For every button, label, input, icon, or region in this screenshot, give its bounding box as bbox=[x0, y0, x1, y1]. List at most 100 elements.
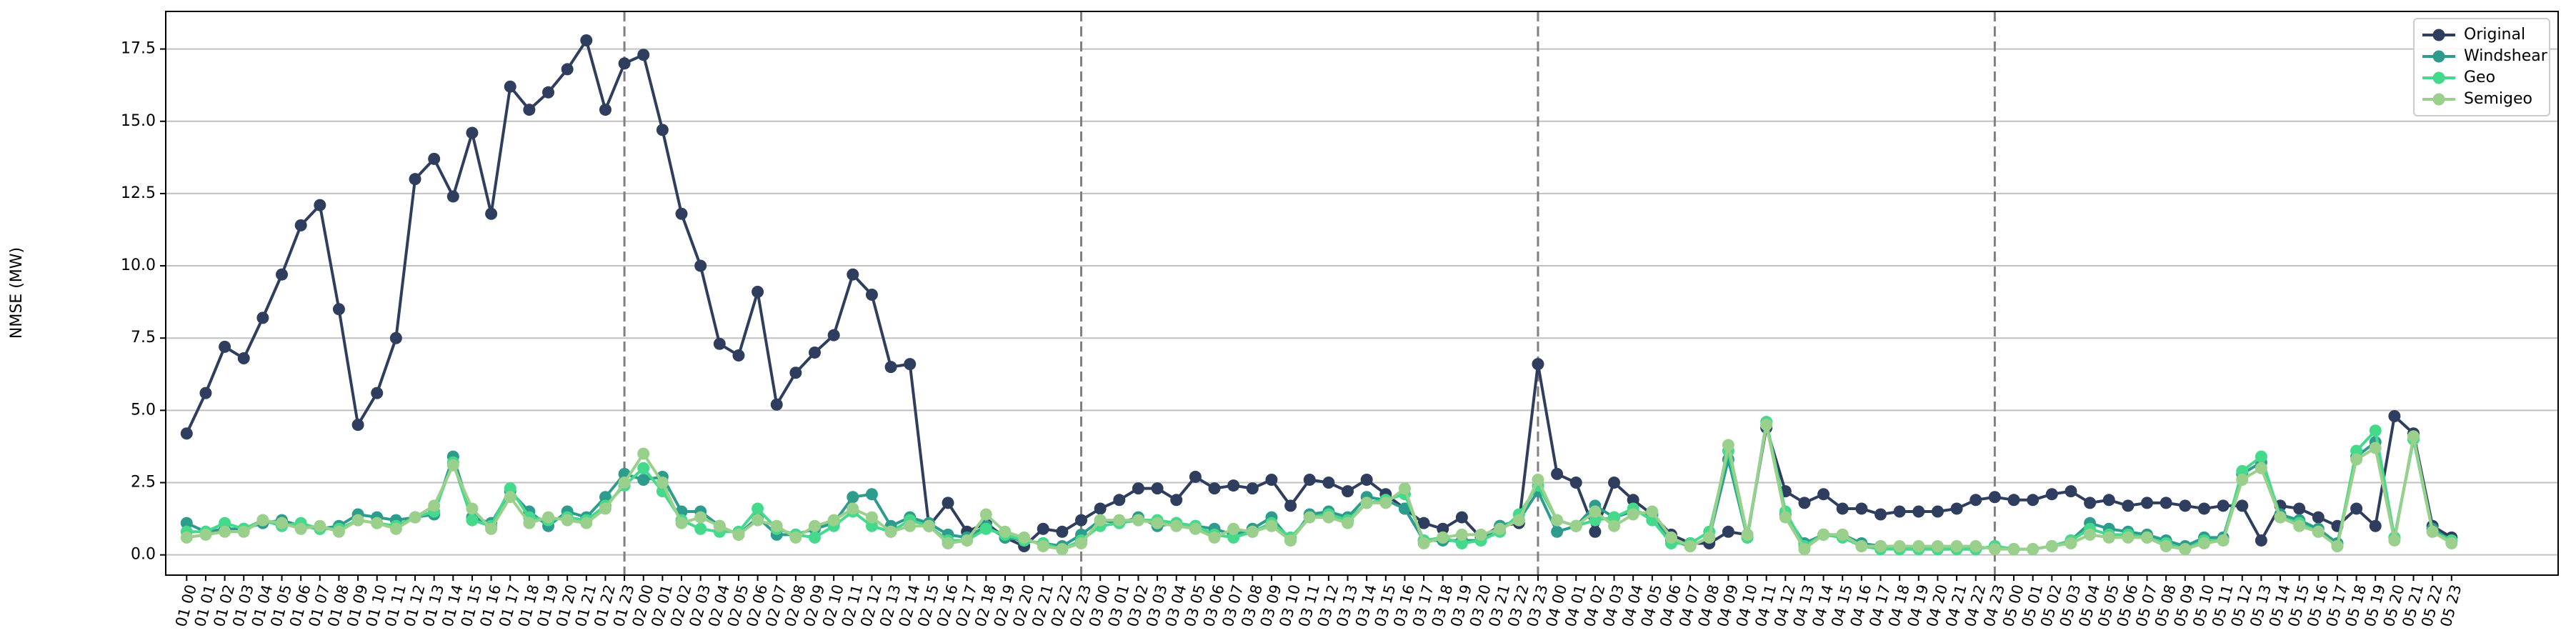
data-point bbox=[2236, 473, 2249, 486]
legend-marker bbox=[2432, 29, 2445, 41]
data-point bbox=[1227, 522, 1240, 535]
data-point bbox=[2236, 464, 2249, 477]
data-point bbox=[294, 522, 307, 535]
y-tick-label: 7.5 bbox=[131, 329, 156, 347]
data-point bbox=[1360, 497, 1373, 509]
data-point bbox=[694, 259, 707, 272]
data-point bbox=[1569, 519, 1582, 532]
data-point bbox=[1208, 482, 1221, 495]
y-tick-label: 17.5 bbox=[121, 40, 156, 58]
data-point bbox=[1551, 467, 1564, 480]
legend-label: Original bbox=[2464, 26, 2525, 44]
data-point bbox=[542, 86, 555, 99]
y-tick-label: 0.0 bbox=[131, 546, 156, 564]
data-point bbox=[2369, 442, 2382, 454]
data-point bbox=[371, 387, 384, 399]
data-point bbox=[428, 499, 441, 512]
data-point bbox=[1817, 488, 1830, 501]
data-point bbox=[1132, 482, 1144, 495]
data-point bbox=[446, 190, 459, 203]
data-point bbox=[180, 517, 193, 529]
data-point bbox=[219, 525, 231, 538]
data-point bbox=[1265, 473, 1278, 486]
data-point bbox=[599, 502, 611, 515]
data-point bbox=[2007, 494, 2020, 507]
data-point bbox=[2388, 534, 2401, 547]
data-point bbox=[2084, 528, 2097, 541]
data-point bbox=[332, 303, 345, 316]
legend-marker bbox=[2432, 93, 2445, 106]
data-point bbox=[1094, 514, 1107, 527]
data-point bbox=[180, 427, 193, 440]
plot-frame bbox=[165, 11, 2559, 576]
data-point bbox=[1437, 531, 1449, 544]
data-point bbox=[2007, 543, 2020, 556]
data-point bbox=[713, 519, 726, 532]
data-point bbox=[1056, 543, 1069, 556]
data-point bbox=[865, 511, 878, 524]
data-point bbox=[2197, 502, 2210, 515]
data-point bbox=[2084, 497, 2097, 509]
data-point bbox=[1551, 525, 1564, 538]
data-point bbox=[1569, 477, 1582, 489]
data-point bbox=[1113, 514, 1126, 527]
data-point bbox=[1893, 540, 1906, 553]
data-point bbox=[1532, 358, 1544, 371]
data-point bbox=[276, 268, 289, 281]
data-point bbox=[2065, 485, 2077, 498]
data-point bbox=[237, 352, 250, 365]
data-point bbox=[865, 488, 878, 501]
data-point bbox=[389, 332, 402, 344]
data-point bbox=[1322, 511, 1335, 524]
data-point bbox=[1208, 531, 1221, 544]
data-point bbox=[466, 502, 479, 515]
data-point bbox=[446, 459, 459, 472]
data-point bbox=[580, 34, 593, 46]
data-point bbox=[2274, 511, 2287, 524]
data-point bbox=[199, 387, 212, 399]
data-point bbox=[1741, 528, 1754, 541]
data-point bbox=[2350, 453, 2363, 466]
legend-label: Semigeo bbox=[2464, 90, 2532, 108]
data-point bbox=[752, 514, 764, 527]
data-point bbox=[2236, 499, 2249, 512]
data-point bbox=[1912, 540, 1925, 553]
data-point bbox=[180, 531, 193, 544]
data-point bbox=[694, 511, 707, 524]
data-point bbox=[1494, 522, 1507, 535]
data-point bbox=[1075, 514, 1088, 527]
data-point bbox=[466, 514, 479, 527]
data-point bbox=[1931, 540, 1944, 553]
data-point bbox=[732, 349, 745, 362]
data-point bbox=[2255, 534, 2267, 547]
data-point bbox=[1170, 519, 1183, 532]
data-point bbox=[656, 477, 669, 489]
data-point bbox=[1589, 525, 1602, 538]
data-point bbox=[865, 519, 878, 532]
data-point bbox=[1608, 511, 1621, 524]
data-point bbox=[1437, 522, 1449, 535]
data-point bbox=[2027, 543, 2040, 556]
data-point bbox=[1874, 540, 1887, 553]
data-point bbox=[2179, 499, 2192, 512]
data-point bbox=[789, 367, 802, 379]
data-point bbox=[770, 519, 783, 532]
data-point bbox=[1722, 439, 1734, 452]
data-point bbox=[1912, 505, 1925, 518]
data-point bbox=[942, 537, 954, 549]
data-point bbox=[1417, 517, 1430, 529]
data-point bbox=[314, 519, 326, 532]
data-point bbox=[1246, 525, 1259, 538]
data-point bbox=[656, 124, 669, 136]
data-point bbox=[1646, 505, 1659, 518]
data-point bbox=[2255, 450, 2267, 463]
data-point bbox=[523, 104, 536, 116]
data-point bbox=[618, 57, 631, 70]
data-point bbox=[2369, 519, 2382, 532]
y-tick-label: 12.5 bbox=[121, 184, 156, 202]
legend-label: Geo bbox=[2464, 69, 2495, 86]
data-point bbox=[1056, 525, 1069, 538]
data-point bbox=[1855, 540, 1868, 553]
data-point bbox=[1398, 502, 1411, 515]
